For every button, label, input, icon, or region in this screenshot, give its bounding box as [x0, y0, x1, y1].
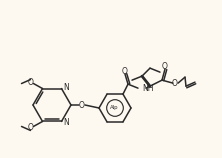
- Text: N: N: [63, 83, 69, 92]
- Text: O: O: [79, 100, 85, 109]
- Text: NH: NH: [142, 84, 153, 93]
- Text: O: O: [162, 62, 168, 71]
- Text: O: O: [122, 67, 128, 76]
- Text: N: N: [63, 118, 69, 127]
- Text: O: O: [28, 78, 34, 87]
- Text: O: O: [28, 123, 34, 132]
- Text: O: O: [172, 79, 178, 88]
- Text: Alp: Alp: [110, 106, 118, 110]
